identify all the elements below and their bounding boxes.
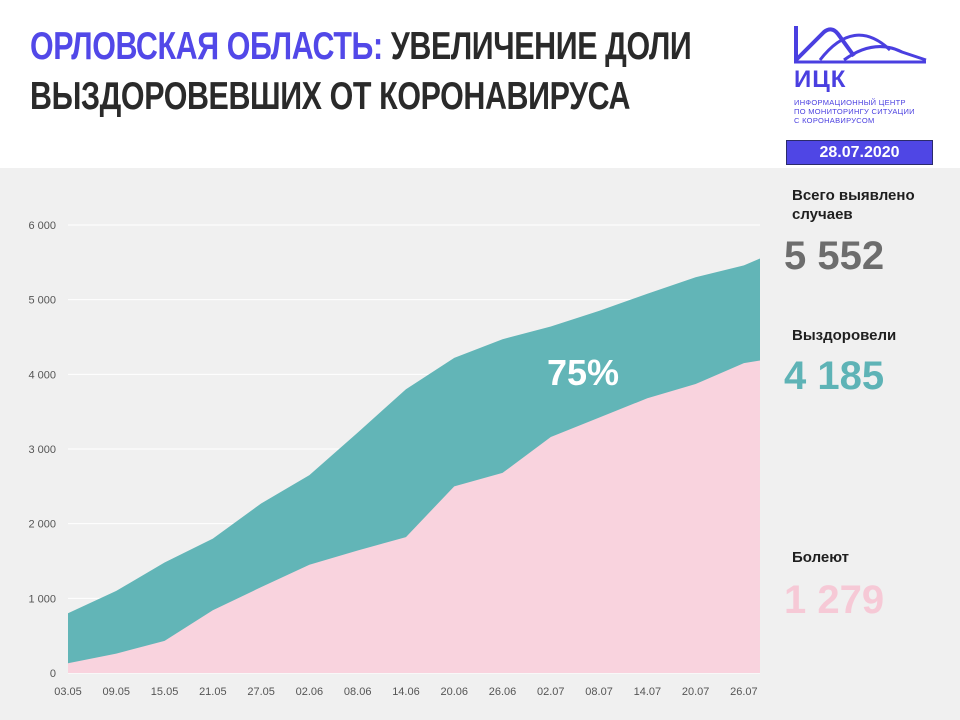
recovered-area [68,360,760,673]
y-axis-ticks: 0 1 000 2 000 3 000 4 000 5 000 6 000 [28,220,56,680]
recovered-value: 4 185 [784,354,885,398]
y-tick-label: 4 000 [28,369,56,381]
logo-subtitle-line: ИНФОРМАЦИОННЫЙ ЦЕНТР [794,98,906,107]
x-tick-label: 26.07 [730,686,758,698]
y-tick-label: 6 000 [28,220,56,232]
page-title: Орловская область: увеличение доли выздо… [30,22,692,122]
date-badge: 28.07.2020 [786,140,933,165]
x-tick-label: 02.07 [537,686,565,698]
x-tick-label: 08.06 [344,686,372,698]
x-tick-label: 03.05 [54,686,82,698]
x-tick-label: 21.05 [199,686,227,698]
y-tick-label: 2 000 [28,519,56,531]
recovered-share-label: 75% [547,352,619,393]
y-tick-label: 3 000 [28,444,56,456]
x-tick-label: 15.05 [151,686,179,698]
x-tick-label: 27.05 [247,686,275,698]
x-tick-label: 02.06 [296,686,324,698]
total-label: Всего выявлено случаев [792,187,915,223]
y-tick-label: 0 [50,668,56,680]
x-tick-label: 20.07 [682,686,710,698]
x-tick-label: 09.05 [103,686,131,698]
x-tick-label: 20.06 [440,686,468,698]
logo-subtitle-line: ПО МОНИТОРИНГУ СИТУАЦИИ [794,107,915,116]
chart-areas [68,258,760,673]
x-tick-label: 14.07 [634,686,662,698]
sick-value: 1 279 [784,578,885,622]
x-tick-label: 08.07 [585,686,613,698]
logo-icon [794,26,927,64]
recovered-label: Выздоровели [792,327,897,344]
logo-subtitle-line: С КОРОНАВИРУСОМ [794,116,875,125]
logo-subtitle: ИНФОРМАЦИОННЫЙ ЦЕНТР ПО МОНИТОРИНГУ СИТУ… [794,98,944,125]
title-region: Орловская область: [30,25,383,68]
logo-name: ИЦК [794,66,847,93]
title-rest: увеличение доли [390,25,692,68]
logo: ИЦК ИНФОРМАЦИОННЫЙ ЦЕНТР ПО МОНИТОРИНГУ … [790,22,940,132]
total-value: 5 552 [784,234,885,278]
x-tick-label: 26.06 [489,686,517,698]
x-axis-ticks: 03.05 09.05 15.05 21.05 27.05 02.06 08.06 14.06… [54,686,757,698]
title-line2: выздоровевших от коронавируса [30,75,631,118]
sick-label: Болеют [792,549,850,566]
area-chart: 0 1 000 2 000 3 000 4 000 5 000 6 000 03.05 09.… [28,220,760,698]
x-tick-label: 14.06 [392,686,420,698]
y-tick-label: 5 000 [28,295,56,307]
y-tick-label: 1 000 [28,593,56,605]
header: Орловская область: увеличение доли выздо… [0,0,960,168]
